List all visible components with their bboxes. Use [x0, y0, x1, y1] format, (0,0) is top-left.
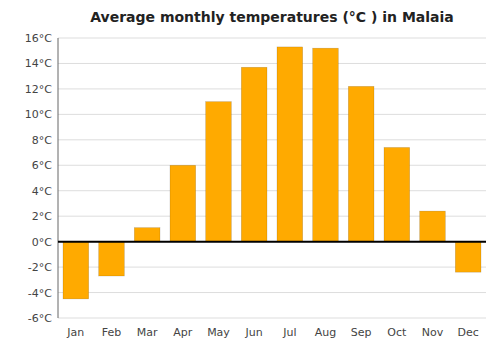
- grid: [58, 38, 486, 318]
- grid-line: [58, 241, 486, 242]
- bar: [206, 102, 232, 242]
- x-tick-label: Jun: [245, 326, 263, 339]
- grid-line: [58, 292, 486, 293]
- grid-line: [58, 38, 486, 39]
- x-tick-label: Sep: [351, 326, 372, 339]
- bar: [384, 147, 410, 241]
- bar: [313, 48, 339, 241]
- y-tick-label: 2°C: [32, 210, 52, 223]
- page: {"chart_data": {"type": "bar", "title": …: [0, 0, 500, 350]
- grid-line: [58, 114, 486, 115]
- grid-line: [58, 165, 486, 166]
- chart-title: Average monthly temperatures (°C ) in Ma…: [90, 9, 454, 25]
- y-axis-line: [58, 38, 59, 318]
- x-tick-label: Jul: [282, 326, 296, 339]
- chart-svg: Average monthly temperatures (°C ) in Ma…: [0, 0, 500, 350]
- x-tick-label: Mar: [137, 326, 158, 339]
- bars: [63, 47, 481, 299]
- bar: [277, 47, 303, 242]
- bar: [241, 67, 267, 241]
- grid-line: [58, 88, 486, 89]
- grid-line: [58, 318, 486, 319]
- y-tick-label: 6°C: [32, 159, 52, 172]
- bar: [134, 228, 160, 242]
- y-tick-label: 14°C: [25, 57, 52, 70]
- x-tick-label: Feb: [102, 326, 121, 339]
- grid-line: [58, 139, 486, 140]
- y-tick-label: 16°C: [25, 32, 52, 45]
- bar: [348, 86, 374, 241]
- baseline: [58, 241, 486, 243]
- y-tick-label: 10°C: [25, 108, 52, 121]
- bar: [63, 242, 89, 299]
- x-tick-label: Apr: [173, 326, 193, 339]
- grid-line: [58, 63, 486, 64]
- y-tick-label: -6°C: [28, 312, 52, 325]
- x-axis: Jan Feb Mar Apr May Jun Jul Aug Sep Oct Nov Dec: [66, 326, 478, 339]
- y-tick-label: -4°C: [28, 287, 52, 300]
- y-tick-label: 8°C: [32, 134, 52, 147]
- x-tick-label: Jan: [66, 326, 84, 339]
- bar: [99, 242, 125, 276]
- x-tick-label: Aug: [315, 326, 336, 339]
- x-tick-label: May: [207, 326, 230, 339]
- bar: [170, 165, 196, 241]
- y-tick-label: 0°C: [32, 236, 52, 249]
- x-tick-label: Nov: [422, 326, 444, 339]
- y-tick-label: -2°C: [28, 261, 52, 274]
- y-tick-label: 12°C: [25, 83, 52, 96]
- chart-container: Average monthly temperatures (°C ) in Ma…: [0, 0, 500, 350]
- y-tick-label: 4°C: [32, 185, 52, 198]
- bar: [420, 211, 446, 242]
- x-tick-label: Oct: [387, 326, 407, 339]
- grid-line: [58, 190, 486, 191]
- y-axis: -6°C -4°C -2°C 0°C 2°C 4°C 6°C 8°C 10°C 12°C 14°C 1…: [25, 32, 58, 325]
- x-tick-label: Dec: [458, 326, 479, 339]
- bar: [455, 242, 481, 273]
